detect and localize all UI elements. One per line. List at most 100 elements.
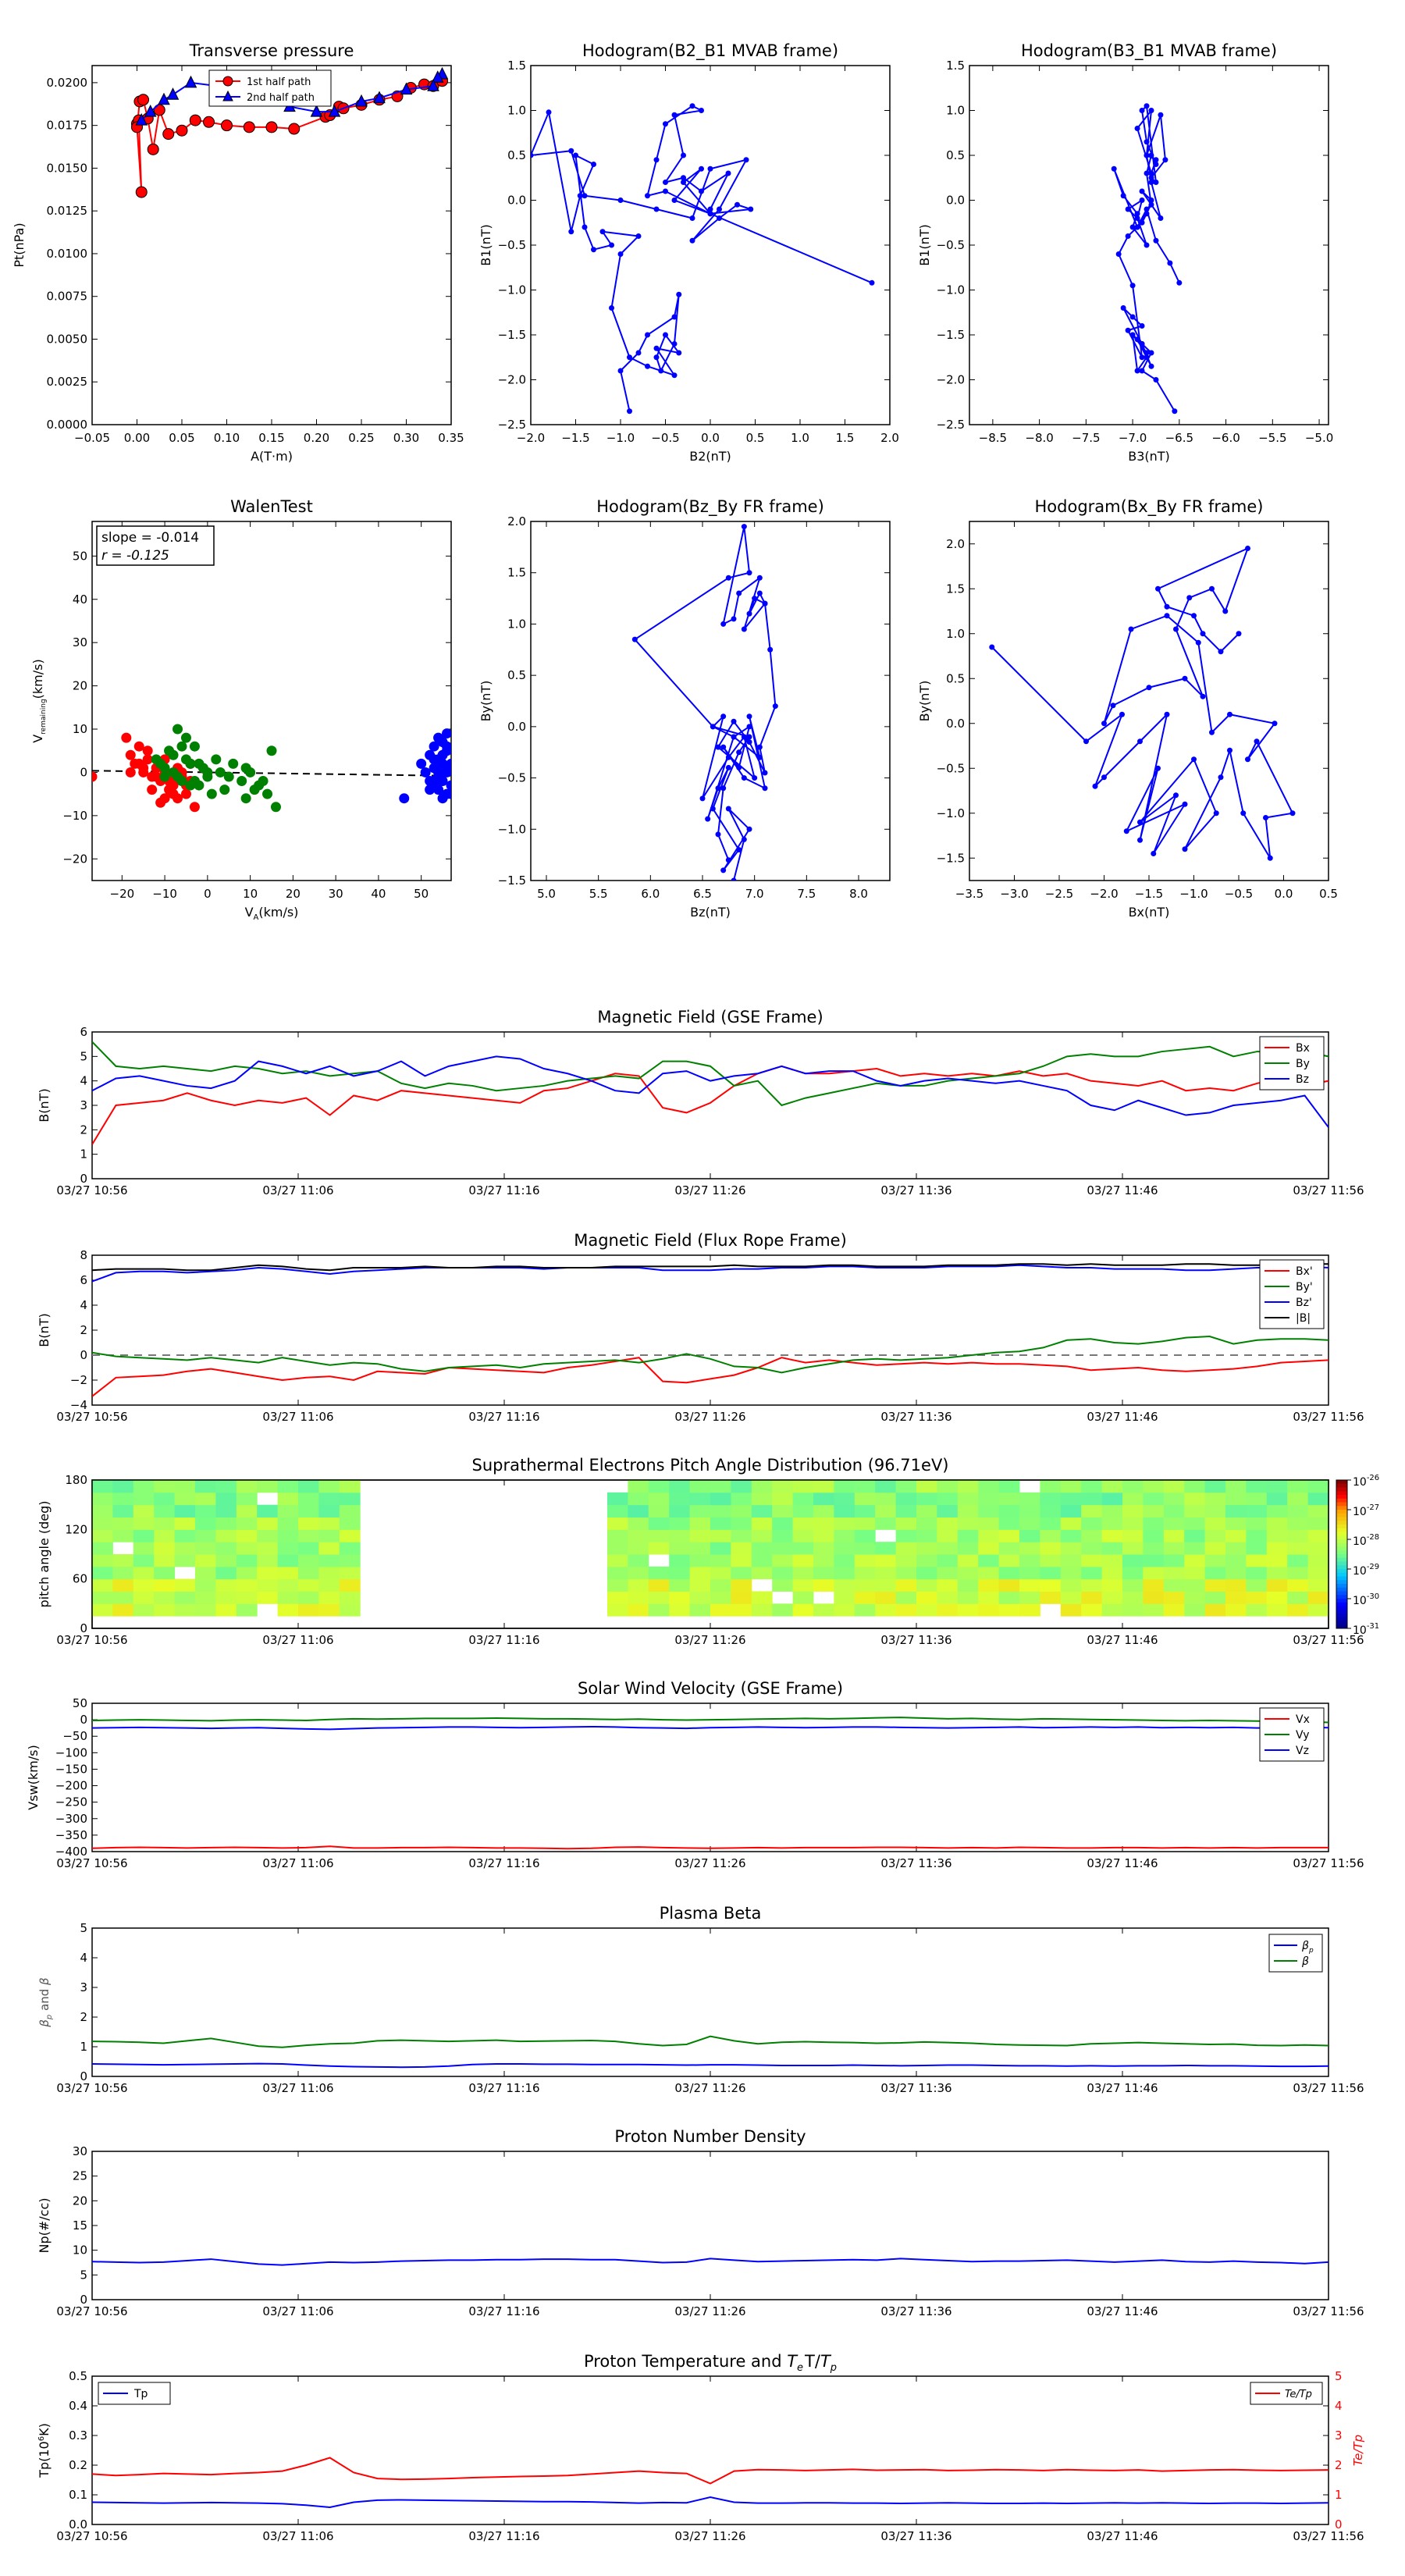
data-point bbox=[265, 121, 278, 133]
data-point bbox=[717, 215, 722, 221]
heatmap-cell bbox=[772, 1566, 794, 1580]
data-point bbox=[142, 745, 153, 756]
x-tick-label: 0.0 bbox=[1275, 887, 1293, 901]
heatmap-cell bbox=[236, 1603, 258, 1617]
y-tick-label: −2.0 bbox=[498, 373, 526, 387]
data-point bbox=[1182, 846, 1188, 852]
legend-marker bbox=[222, 90, 233, 101]
colorbar-segment bbox=[1336, 1602, 1347, 1606]
legend-label: βp bbox=[1301, 1940, 1314, 1955]
data-point bbox=[243, 121, 255, 133]
heatmap-cell bbox=[875, 1566, 897, 1580]
heatmap-cell bbox=[1307, 1517, 1329, 1530]
heatmap-cell bbox=[834, 1517, 855, 1530]
series-line-0 bbox=[92, 2258, 1329, 2266]
heatmap-cell bbox=[998, 1566, 1020, 1580]
y-label-sub: p bbox=[45, 2015, 54, 2020]
heatmap-cell bbox=[1287, 1480, 1309, 1493]
heatmap-cell bbox=[174, 1603, 196, 1617]
data-point bbox=[1092, 783, 1098, 789]
heatmap-cell bbox=[1163, 1554, 1185, 1567]
y-tick-label: 0.5 bbox=[507, 668, 526, 682]
legend-label: Bz bbox=[1296, 1073, 1309, 1086]
heatmap-cell bbox=[957, 1480, 979, 1493]
heatmap-cell bbox=[751, 1517, 773, 1530]
heatmap-cell bbox=[792, 1517, 814, 1530]
heatmap-cell bbox=[92, 1603, 113, 1617]
data-point bbox=[1129, 314, 1136, 320]
heatmap-cell bbox=[1266, 1566, 1288, 1580]
heatmap-cell bbox=[710, 1492, 731, 1506]
x-tick-label: 0.5 bbox=[1319, 887, 1338, 901]
data-point bbox=[715, 744, 721, 750]
heatmap-cell bbox=[937, 1566, 959, 1580]
x-tick-label: 5.5 bbox=[589, 887, 608, 901]
heatmap-cell bbox=[1060, 1480, 1082, 1493]
y-tick-label: 1.0 bbox=[946, 104, 965, 118]
x-tick-label: 0 bbox=[204, 887, 212, 901]
heatmap-cell bbox=[689, 1603, 711, 1617]
heatmap-cell bbox=[133, 1566, 155, 1580]
heatmap-cell bbox=[607, 1566, 628, 1580]
data-point bbox=[689, 103, 695, 109]
heatmap-cell bbox=[1019, 1504, 1040, 1517]
heatmap-cell bbox=[772, 1492, 794, 1506]
data-point bbox=[645, 332, 650, 338]
y-axis-label: pitch angle (deg) bbox=[37, 1500, 52, 1607]
data-point bbox=[617, 368, 624, 374]
heatmap-cell bbox=[236, 1492, 258, 1506]
heatmap-cell bbox=[112, 1504, 134, 1517]
heatmap-cell bbox=[1246, 1517, 1268, 1530]
heatmap-cell bbox=[112, 1529, 134, 1542]
colorbar-segment bbox=[1336, 1528, 1347, 1532]
heatmap-cell bbox=[772, 1504, 794, 1517]
heatmap-cell bbox=[607, 1517, 628, 1530]
heatmap-cell bbox=[1040, 1529, 1062, 1542]
heatmap-cell bbox=[92, 1517, 113, 1530]
heatmap-cell bbox=[1040, 1492, 1062, 1506]
heatmap-cell bbox=[792, 1504, 814, 1517]
heatmap-cell bbox=[1204, 1480, 1226, 1493]
heatmap-cell bbox=[1081, 1566, 1103, 1580]
heatmap-cell bbox=[834, 1591, 855, 1604]
chart-title: Solar Wind Velocity (GSE Frame) bbox=[578, 1679, 843, 1698]
data-point bbox=[681, 180, 686, 185]
heatmap-cell bbox=[1081, 1492, 1103, 1506]
heatmap-cell bbox=[1081, 1517, 1103, 1530]
data-point bbox=[1101, 720, 1107, 727]
heatmap-cell bbox=[215, 1591, 237, 1604]
legend-label-sub: p bbox=[1308, 1947, 1314, 1955]
heatmap-cell bbox=[339, 1566, 361, 1580]
heatmap-cell bbox=[277, 1578, 299, 1592]
data-point bbox=[1186, 595, 1193, 601]
series-line-β bbox=[92, 2035, 1329, 2048]
heatmap-cell bbox=[92, 1591, 113, 1604]
data-point bbox=[591, 162, 596, 167]
heatmap-cell bbox=[1101, 1542, 1123, 1555]
heatmap-cell bbox=[710, 1554, 731, 1567]
heatmap-cell bbox=[174, 1492, 196, 1506]
heatmap-cell bbox=[112, 1591, 134, 1604]
x-tick-label: −0.5 bbox=[1225, 887, 1253, 901]
heatmap-cell bbox=[236, 1542, 258, 1555]
chart-title: WalenTest bbox=[230, 497, 313, 516]
data-point bbox=[1151, 851, 1157, 856]
heatmap-cell bbox=[215, 1578, 237, 1592]
heatmap-cell bbox=[298, 1517, 319, 1530]
y-tick-label: 0.3 bbox=[69, 2428, 87, 2443]
heatmap-cell bbox=[916, 1591, 937, 1604]
colorbar-tick-base: 10 bbox=[1353, 1476, 1367, 1489]
heatmap-cell bbox=[195, 1480, 216, 1493]
y-axis-label: B1(nT) bbox=[917, 224, 932, 266]
heatmap-cell bbox=[1184, 1591, 1206, 1604]
y-tick-label: −0.5 bbox=[937, 238, 965, 252]
data-point bbox=[699, 165, 704, 172]
heatmap-cell bbox=[1163, 1591, 1185, 1604]
heatmap-cell bbox=[1101, 1517, 1123, 1530]
heatmap-cell bbox=[195, 1529, 216, 1542]
data-point bbox=[168, 788, 179, 799]
data-point bbox=[546, 109, 552, 116]
data-point bbox=[237, 776, 247, 787]
heatmap-cell bbox=[854, 1578, 876, 1592]
heatmap-cell bbox=[792, 1480, 814, 1493]
